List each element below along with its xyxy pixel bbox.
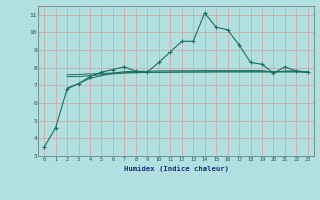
X-axis label: Humidex (Indice chaleur): Humidex (Indice chaleur) — [124, 165, 228, 172]
